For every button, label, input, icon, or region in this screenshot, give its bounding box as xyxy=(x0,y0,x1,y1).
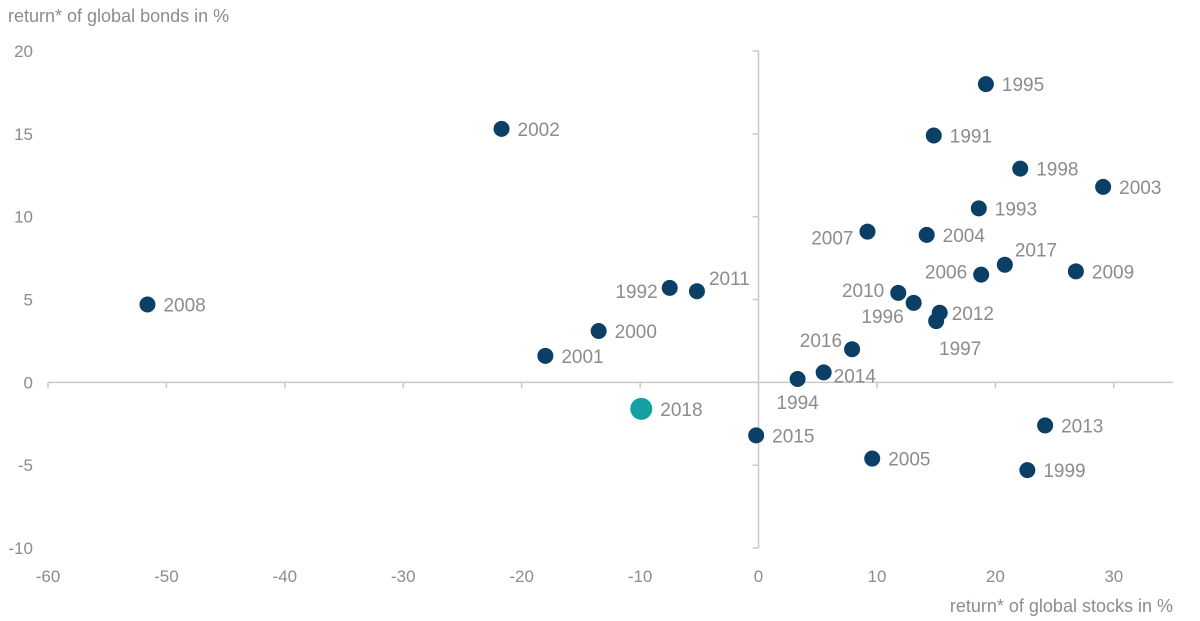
x-tick-label: -40 xyxy=(273,567,298,586)
data-point-1995 xyxy=(977,76,994,93)
data-point-2005 xyxy=(864,450,881,467)
data-point-2017 xyxy=(996,256,1013,273)
data-point-1993 xyxy=(970,200,987,217)
x-tick-label: 20 xyxy=(986,567,1005,586)
x-tick-label: -20 xyxy=(509,567,534,586)
x-tick-label: 10 xyxy=(867,567,886,586)
points-group: 1991 1992 1993 1994 1995 1996 1997 1998 1999 2000… xyxy=(139,75,1161,482)
data-point-2018 xyxy=(630,397,653,420)
data-label-2009: 2009 xyxy=(1092,262,1134,283)
y-tick-label: 0 xyxy=(24,373,33,392)
data-point-2009 xyxy=(1067,263,1084,280)
data-point-1998 xyxy=(1012,160,1029,177)
data-point-1994 xyxy=(789,371,806,388)
y-tick-label: 5 xyxy=(24,291,33,310)
data-label-2016: 2016 xyxy=(800,331,842,352)
data-point-2004 xyxy=(918,226,935,243)
data-point-2010 xyxy=(890,284,907,301)
data-label-2010: 2010 xyxy=(842,281,884,302)
data-point-2015 xyxy=(748,427,765,444)
x-tick-label: -50 xyxy=(154,567,179,586)
data-label-1998: 1998 xyxy=(1036,160,1078,181)
y-tick-label: 20 xyxy=(14,42,33,61)
y-tick-label: 15 xyxy=(14,125,33,144)
data-label-2001: 2001 xyxy=(561,347,603,368)
x-tick-label: -60 xyxy=(36,567,61,586)
data-label-2013: 2013 xyxy=(1061,416,1103,437)
data-point-1996 xyxy=(905,294,922,311)
data-point-1991 xyxy=(925,127,942,144)
data-label-2003: 2003 xyxy=(1119,178,1161,199)
data-point-2014 xyxy=(815,364,832,381)
x-tick-label: 0 xyxy=(754,567,763,586)
data-label-2015: 2015 xyxy=(772,426,814,447)
data-point-2001 xyxy=(537,347,554,364)
data-point-2013 xyxy=(1037,417,1054,434)
data-point-2011 xyxy=(688,283,705,300)
data-point-2006 xyxy=(973,266,990,283)
data-label-2002: 2002 xyxy=(518,120,560,141)
data-label-1993: 1993 xyxy=(995,199,1037,220)
data-point-1999 xyxy=(1019,462,1036,479)
data-label-1991: 1991 xyxy=(950,126,992,147)
data-label-2008: 2008 xyxy=(163,295,205,316)
data-label-1999: 1999 xyxy=(1043,461,1085,482)
x-tick-label: -30 xyxy=(391,567,416,586)
data-point-2016 xyxy=(844,341,861,358)
data-label-2014: 2014 xyxy=(834,366,877,387)
data-label-2006: 2006 xyxy=(925,263,967,284)
x-tick-label: -10 xyxy=(628,567,653,586)
x-axis-title: return* of global stocks in % xyxy=(950,596,1173,616)
y-tick-label: -5 xyxy=(18,456,33,475)
data-point-2002 xyxy=(493,120,510,137)
data-label-2007: 2007 xyxy=(811,229,853,250)
data-label-2012: 2012 xyxy=(952,304,994,325)
data-point-2003 xyxy=(1095,178,1112,195)
x-tick-label: 30 xyxy=(1104,567,1123,586)
y-tick-label: -10 xyxy=(8,539,33,558)
data-label-2018: 2018 xyxy=(660,400,702,421)
data-label-2000: 2000 xyxy=(615,322,657,343)
y-axis-title: return* of global bonds in % xyxy=(8,6,229,26)
data-label-1995: 1995 xyxy=(1002,75,1044,96)
data-label-1996: 1996 xyxy=(861,307,903,328)
data-label-1997: 1997 xyxy=(939,339,981,360)
y-tick-label: 10 xyxy=(14,208,33,227)
data-point-2007 xyxy=(859,223,876,240)
data-label-2017: 2017 xyxy=(1015,241,1057,262)
data-point-1992 xyxy=(661,279,678,296)
data-label-2005: 2005 xyxy=(888,450,930,471)
data-point-2000 xyxy=(590,322,607,339)
data-label-2011: 2011 xyxy=(709,269,750,290)
data-label-1994: 1994 xyxy=(776,393,819,414)
data-point-2012 xyxy=(931,304,948,321)
data-point-2008 xyxy=(139,296,156,313)
data-label-2004: 2004 xyxy=(943,226,986,247)
data-label-1992: 1992 xyxy=(615,282,657,303)
